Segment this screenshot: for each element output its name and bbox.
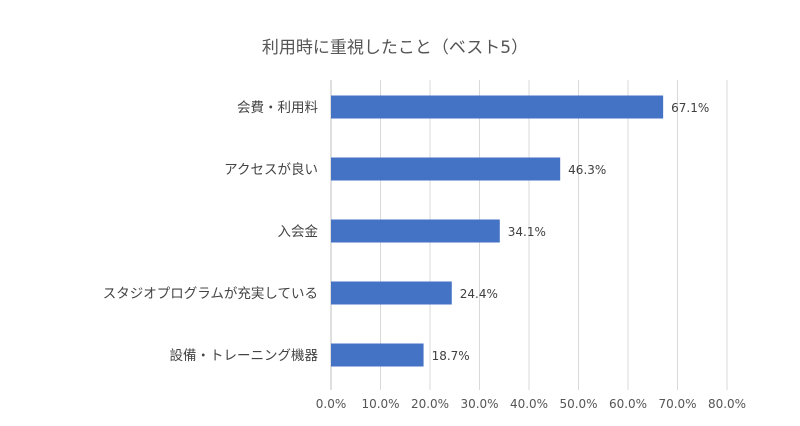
category-label: スタジオプログラムが充実している	[103, 286, 318, 302]
gridlines	[330, 80, 728, 390]
chart-title: 利用時に重視したこと（ベスト5）	[262, 38, 528, 58]
bar	[331, 281, 452, 305]
data-label: 24.4%	[460, 287, 498, 301]
bar	[331, 157, 561, 181]
data-label: 67.1%	[671, 101, 709, 115]
x-axis-ticks: 0.0% 10.0% 20.0% 30.0% 40.0% 50.0% 60.0% 70.0% 8…	[316, 397, 746, 411]
bar	[331, 95, 664, 119]
category-label: 会費・利用料	[237, 100, 318, 116]
data-label: 46.3%	[568, 163, 606, 177]
x-tick-label: 70.0%	[658, 397, 696, 411]
bar	[331, 343, 424, 367]
x-tick-label: 30.0%	[460, 397, 498, 411]
data-label: 34.1%	[508, 225, 546, 239]
x-tick-label: 80.0%	[708, 397, 746, 411]
data-labels: 67.1% 46.3% 34.1% 24.4% 18.7%	[432, 101, 710, 363]
category-label: 入会金	[278, 224, 319, 240]
category-label: アクセスが良い	[224, 162, 318, 178]
x-tick-label: 50.0%	[559, 397, 597, 411]
x-tick-label: 10.0%	[361, 397, 399, 411]
x-tick-label: 0.0%	[316, 397, 347, 411]
x-tick-label: 20.0%	[411, 397, 449, 411]
x-tick-label: 60.0%	[609, 397, 647, 411]
category-labels: 会費・利用料アクセスが良い入会金スタジオプログラムが充実している設備・トレーニン…	[103, 100, 319, 364]
data-label: 18.7%	[432, 349, 470, 363]
x-tick-label: 40.0%	[510, 397, 548, 411]
bar	[331, 219, 500, 243]
bars	[331, 95, 664, 367]
category-label: 設備・トレーニング機器	[170, 348, 319, 364]
